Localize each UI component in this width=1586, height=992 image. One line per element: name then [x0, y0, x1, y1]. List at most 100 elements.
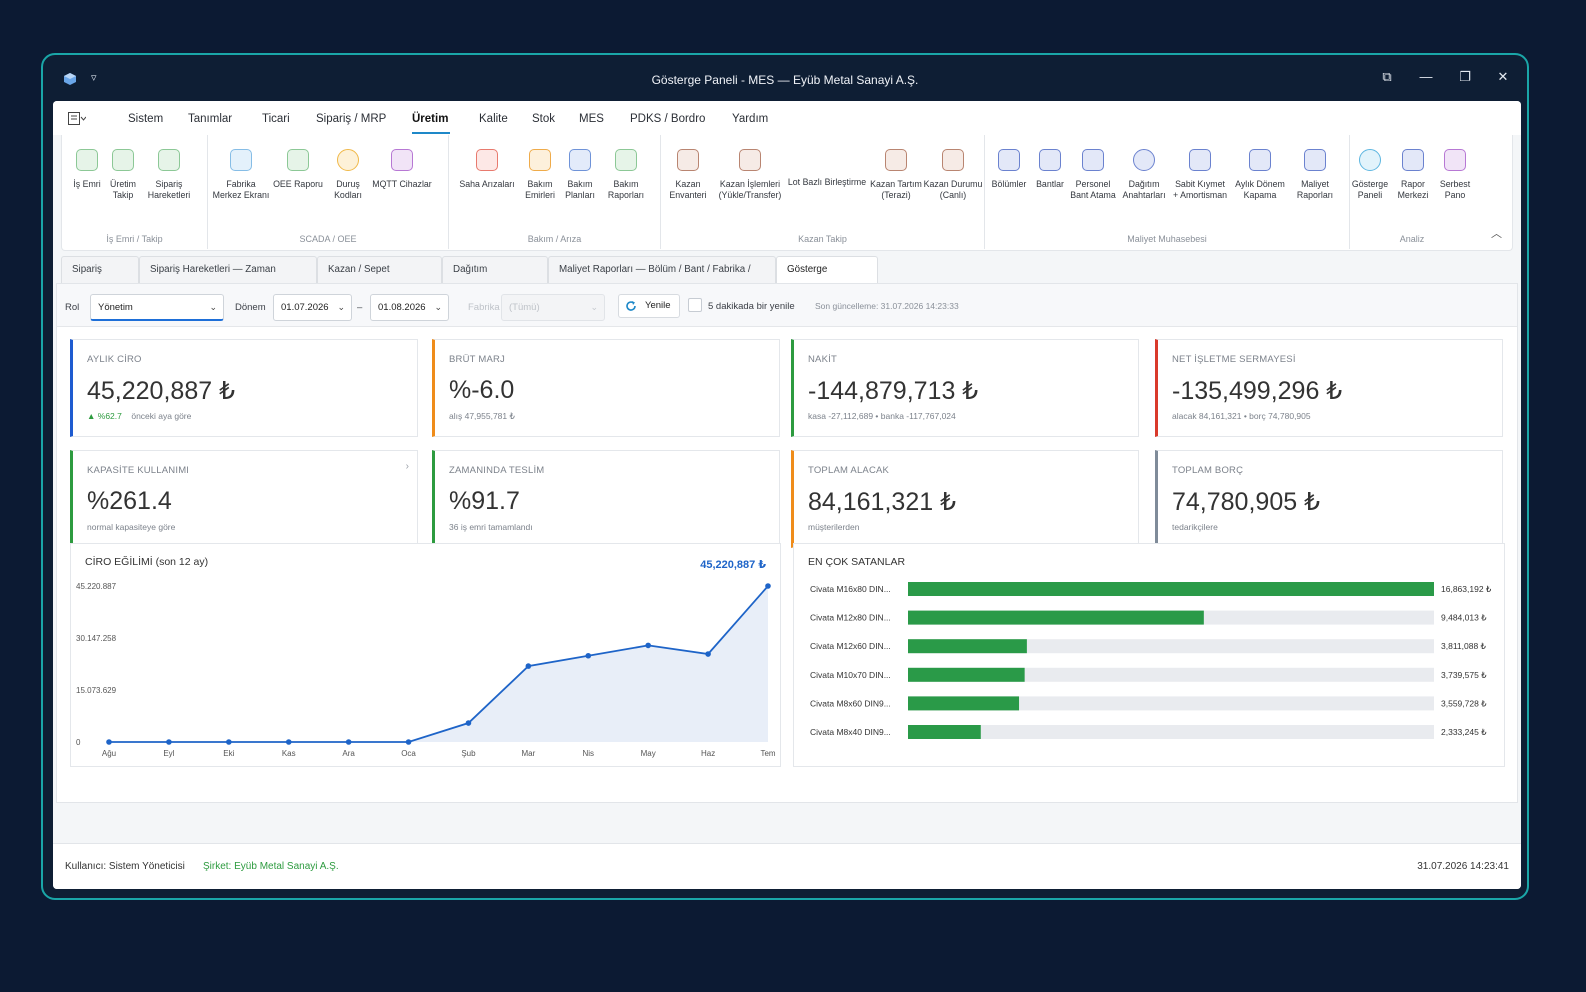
ribbon-maliyet-raporlari-button[interactable]: Maliyet Raporları [1291, 149, 1339, 201]
ribbon-serbest-pano-button[interactable]: Serbest Pano [1436, 149, 1474, 201]
ribbon-durus-kodlari-button[interactable]: Duruş Kodları [328, 149, 368, 201]
ribbon-kazan-envanteri-button[interactable]: Kazan Envanteri [665, 149, 711, 201]
ribbon-group-label: Maliyet Muhasebesi [1127, 234, 1207, 244]
ribbon-gosterge-paneli-button[interactable]: Gösterge Paneli [1350, 149, 1390, 201]
close-icon[interactable]: ✕ [1497, 69, 1509, 84]
menu-uretim[interactable]: Üretim [412, 113, 449, 125]
ribbon-label-2: Bant Atama [1070, 190, 1116, 200]
ribbon-label: Bantlar [1036, 179, 1064, 189]
tab-siparis-hareketleri[interactable]: Sipariş Hareketleri — Zaman Çizelgesi [139, 256, 317, 301]
x-tick-label: Ara [342, 749, 355, 758]
ribbon-oee-raporu-button[interactable]: OEE Raporu [270, 149, 326, 190]
ribbon-label: Bakım [613, 179, 639, 189]
bar-category-label: Civata M16x80 DIN... [810, 584, 891, 594]
ribbon-label: Duruş [336, 179, 360, 189]
ribbon-personel-bant-button[interactable]: Personel Bant Atama [1069, 149, 1117, 201]
ribbon-group-kazan: Kazan Envanteri Kazan İşlemleri (Yükle/Tra… [661, 135, 985, 249]
ribbon-fabrika-merkez-button[interactable]: Fabrika Merkez Ekranı [212, 149, 270, 201]
quick-access-chevron-icon[interactable]: ▿ [91, 72, 97, 84]
bar-value-label: 3,739,575 ₺ [1441, 670, 1487, 680]
menu-file-icon[interactable] [68, 112, 86, 125]
ribbon-collapse-icon[interactable]: ︿ [1491, 228, 1502, 240]
menu-kalite[interactable]: Kalite [479, 113, 508, 125]
user-icon [1082, 149, 1104, 171]
kpi-subtext: kasa -27,112,689 • banka -117,767,024 [808, 411, 956, 421]
ribbon-label: Fabrika [226, 179, 256, 189]
kpi-subtext-label: kasa -27,112,689 • banka -117,767,024 [808, 411, 956, 421]
bar-value-label: 2,333,245 ₺ [1441, 727, 1487, 737]
ribbon-kazan-tartim-button[interactable]: Kazan Tartım (Terazi) [869, 149, 923, 201]
date-from-picker[interactable]: 01.07.2026 ⌄ [273, 294, 352, 321]
ribbon-is-emri-button[interactable]: İş Emri [70, 149, 104, 190]
kpi-card[interactable]: AYLIK CİRO 45,220,887 ₺ ▲ %62.7 önceki aya… [70, 339, 418, 437]
ribbon-label: Kazan Durumu [923, 179, 983, 189]
ribbon-label: Lot Bazlı Birleştirme [787, 177, 867, 187]
date-to-picker[interactable]: 01.08.2026 ⌄ [370, 294, 449, 321]
kpi-card[interactable]: TOPLAM ALACAK 84,161,321 ₺ müşterilerden [791, 450, 1139, 548]
ribbon-label: Sabit Kıymet [1175, 179, 1225, 189]
document-tabs: Sipariş Listesi Sipariş Hareketleri — Za… [61, 256, 1513, 302]
maximize-icon[interactable]: ❐ [1459, 69, 1471, 84]
donem-label: Dönem [235, 302, 266, 313]
ribbon-label-2: + Amortisman [1172, 190, 1228, 200]
ribbon-lot-birlestirme-button[interactable]: Lot Bazlı Birleştirme [787, 177, 867, 188]
menu-sistem[interactable]: Sistem [128, 113, 164, 125]
ribbon-uretim-takip-button[interactable]: Üretim Takip [106, 149, 140, 201]
tab-kazan-envanteri[interactable]: Kazan / Sepet Envanteri [317, 256, 442, 301]
ribbon-label: Sipariş [155, 179, 183, 189]
production-track-icon [112, 149, 134, 171]
ribbon-rapor-merkezi-button[interactable]: Rapor Merkezi [1394, 149, 1432, 201]
oee-report-icon [287, 149, 309, 171]
kpi-card[interactable]: BRÜT MARJ %-6.0 alış 47,955,781 ₺ [432, 339, 780, 437]
bar-track [908, 725, 1434, 739]
ribbon: İş Emri Üretim Takip Sipariş Hareketleri İ… [61, 135, 1513, 251]
menu-siparis-mrp[interactable]: Sipariş / MRP [316, 113, 387, 125]
ribbon-label-2: Kodları [334, 190, 362, 200]
refresh-button[interactable]: Yenile [618, 294, 680, 318]
ribbon-label: Serbest [1439, 179, 1471, 189]
ribbon-saha-arizalari-button[interactable]: Saha Arızaları [457, 149, 517, 190]
menu-yardim[interactable]: Yardım [732, 113, 769, 125]
restore-layout-icon[interactable]: ⧉ [1382, 69, 1392, 84]
ribbon-siparis-hareketleri-button[interactable]: Sipariş Hareketleri [144, 149, 194, 201]
ribbon-aylik-donem-button[interactable]: Aylık Dönem Kapama [1231, 149, 1289, 201]
tab-dagitim-anahtarlari[interactable]: Dağıtım Anahtarları [442, 256, 548, 301]
ribbon-bantlar-button[interactable]: Bantlar [1031, 149, 1069, 190]
ribbon-bolumler-button[interactable]: Bölümler [989, 149, 1029, 190]
top-sellers-card: EN ÇOK SATANLAR Civata M16x80 DIN... 16,8… [793, 543, 1505, 767]
ribbon-bakim-emirleri-button[interactable]: Bakım Emirleri [521, 149, 559, 201]
tab-maliyet-raporlari[interactable]: Maliyet Raporları — Bölüm / Bant / Fabri… [548, 256, 776, 301]
kpi-subtext-label: 36 iş emri tamamlandı [449, 522, 533, 532]
top-sellers-bar-chart: Civata M16x80 DIN... 16,863,192 ₺ Civata M… [810, 582, 1492, 739]
tab-siparis-listesi[interactable]: Sipariş Listesi [61, 256, 139, 301]
kpi-subtext-label: tedarikçilere [1172, 522, 1218, 532]
kpi-card[interactable]: ZAMANINDA TESLİM %91.7 36 iş emri tamamlan… [432, 450, 780, 548]
ribbon-label: Personel [1075, 179, 1111, 189]
ribbon-bakim-raporlari-button[interactable]: Bakım Raporları [605, 149, 647, 201]
ribbon-label-2: Envanteri [669, 190, 707, 200]
revenue-line-chart: 45.220.887 30.147.258 15.073.629 0 Ağu Eyl Eki… [76, 582, 776, 758]
ribbon-group-label: SCADA / OEE [299, 234, 357, 244]
menu-stok[interactable]: Stok [532, 113, 556, 125]
kpi-card[interactable]: TOPLAM BORÇ 74,780,905 ₺ tedarikçilere [1155, 450, 1503, 548]
ribbon-kazan-durumu-button[interactable]: Kazan Durumu (Canlı) [923, 149, 983, 201]
ribbon-label-2: (Canlı) [939, 190, 967, 200]
ribbon-sabit-kiymet-button[interactable]: Sabit Kıymet + Amortisman [1171, 149, 1229, 201]
kpi-card[interactable]: NAKİT -144,879,713 ₺ kasa -27,112,689 • ba… [791, 339, 1139, 437]
auto-refresh-checkbox[interactable] [688, 298, 702, 312]
menu-ticari[interactable]: Ticari [262, 113, 290, 125]
rol-select[interactable]: Yönetim ⌄ [90, 294, 224, 321]
ribbon-dagitim-anahtarlari-button[interactable]: Dağıtım Anahtarları [1119, 149, 1169, 201]
menu-pdks-bordro[interactable]: PDKS / Bordro [630, 113, 706, 125]
menu-tanimlar[interactable]: Tanımlar [188, 113, 233, 125]
kpi-card[interactable]: NET İŞLETME SERMAYESİ -135,499,296 ₺ alaca… [1155, 339, 1503, 437]
minimize-icon[interactable]: — [1419, 69, 1433, 84]
tab-gosterge-paneli[interactable]: Gösterge Paneli✕ [776, 256, 878, 302]
kpi-card[interactable]: KAPASİTE KULLANIMI %261.4 normal kapasitey… [70, 450, 418, 548]
maintenance-order-icon [529, 149, 551, 171]
ribbon-mqtt-cihazlar-button[interactable]: MQTT Cihazlar [370, 149, 434, 190]
menu-mes[interactable]: MES [579, 113, 604, 125]
ribbon-bakim-planlari-button[interactable]: Bakım Planları [561, 149, 599, 201]
line-area [109, 586, 768, 742]
ribbon-kazan-islemleri-button[interactable]: Kazan İşlemleri (Yükle/Transfer) [715, 149, 785, 201]
